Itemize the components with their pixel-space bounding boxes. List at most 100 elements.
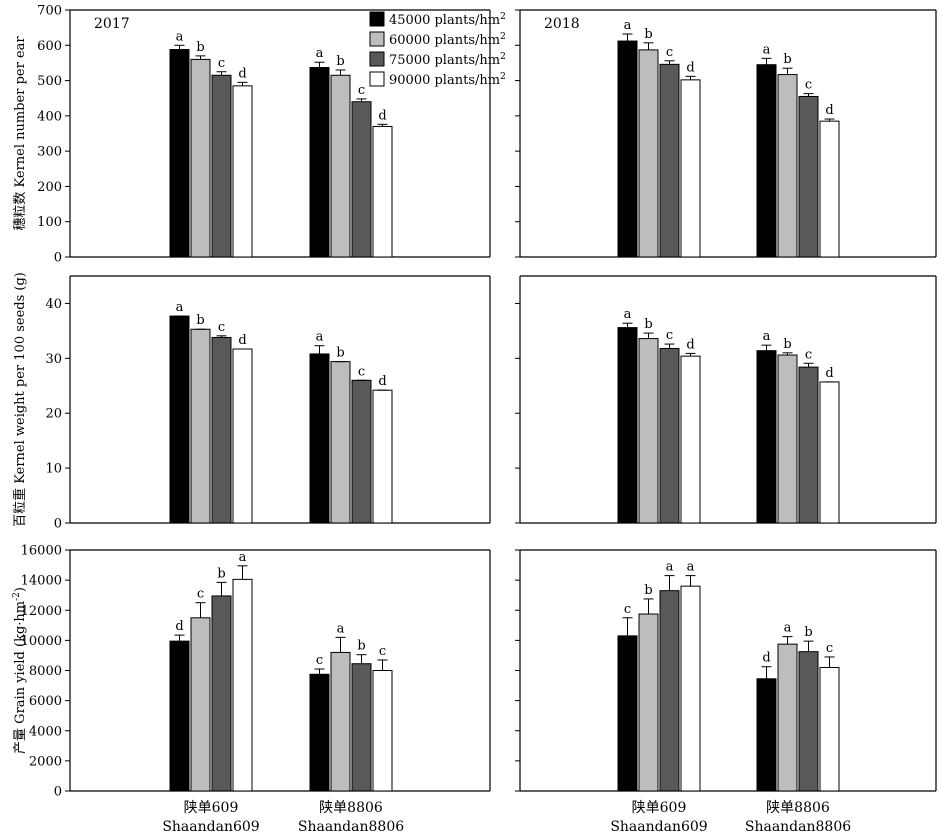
bar xyxy=(680,79,701,258)
significance-letter: a xyxy=(316,330,324,345)
significance-letter: d xyxy=(238,66,246,81)
panel-1-0: 0 10 20 30 40 百粒重 Kernel weight per 100 seeds… xyxy=(12,272,491,532)
legend-label: 45000 plants/hm2 xyxy=(389,12,506,28)
x-category-label-en: Shaandan8806 xyxy=(298,819,404,835)
bar xyxy=(617,327,638,524)
significance-letter: a xyxy=(763,42,771,57)
x-category-label-cn: 陕单8806 xyxy=(766,800,830,816)
significance-letter: a xyxy=(239,550,247,565)
significance-letter: a xyxy=(624,18,632,33)
significance-letter: a xyxy=(176,29,184,44)
y-axis-title: 百粒重 Kernel weight per 100 seeds (g) xyxy=(12,272,28,527)
bar xyxy=(372,389,393,524)
y-tick-label: 500 xyxy=(37,74,62,89)
x-category-label-en: Shaandan609 xyxy=(610,819,707,835)
y-tick-label: 400 xyxy=(37,109,62,124)
significance-letter: c xyxy=(666,45,673,60)
bar xyxy=(659,347,680,524)
significance-letter: b xyxy=(217,566,225,581)
legend-label-sup: 2 xyxy=(500,72,506,82)
bar xyxy=(777,74,798,258)
bar xyxy=(232,348,253,524)
bar xyxy=(638,613,659,792)
bar xyxy=(190,58,211,258)
significance-letter: c xyxy=(379,644,386,659)
significance-letter: c xyxy=(218,56,225,71)
significance-letter: a xyxy=(666,560,674,575)
bar xyxy=(351,379,372,524)
bar xyxy=(351,101,372,258)
y-tick-label: 12000 xyxy=(21,604,62,619)
bar xyxy=(211,595,232,792)
significance-letter: d xyxy=(378,108,386,123)
y-tick-label: 10000 xyxy=(21,634,62,649)
bar xyxy=(777,354,798,524)
significance-letter: c xyxy=(624,602,631,617)
bar xyxy=(330,361,351,524)
x-category-label-en: Shaandan8806 xyxy=(745,819,851,835)
significance-letter: a xyxy=(624,307,632,322)
bar xyxy=(330,651,351,792)
bar xyxy=(659,63,680,258)
x-category-label-cn: 陕单8806 xyxy=(319,800,383,816)
significance-letter: c xyxy=(666,328,673,343)
bar xyxy=(798,651,819,792)
bar xyxy=(756,64,777,258)
legend-swatch xyxy=(369,71,385,87)
significance-letter: b xyxy=(783,52,791,67)
bar xyxy=(309,67,330,258)
significance-letter: b xyxy=(804,625,812,640)
bar xyxy=(232,578,253,792)
significance-letter: d xyxy=(825,366,833,381)
significance-letter: c xyxy=(197,587,204,602)
y-tick-label: 600 xyxy=(37,39,62,54)
panel-2-1: cdbaabac陕单609Shaandan609陕单8806Shaandan88… xyxy=(515,549,937,835)
y-tick-label: 0 xyxy=(54,517,62,532)
y-tick-label: 300 xyxy=(37,145,62,160)
y-tick-label: 20 xyxy=(45,407,62,422)
significance-letter: c xyxy=(805,347,812,362)
bar xyxy=(659,590,680,792)
significance-letter: c xyxy=(316,653,323,668)
bar xyxy=(756,350,777,524)
y-axis-title: 穗粒数 Kernel number per ear xyxy=(13,36,28,231)
bar xyxy=(617,40,638,258)
significance-letter: a xyxy=(316,46,324,61)
legend-label-sup: 2 xyxy=(500,52,506,62)
bar xyxy=(798,366,819,524)
significance-letter: b xyxy=(336,346,344,361)
bar xyxy=(819,381,840,524)
y-tick-label: 100 xyxy=(37,215,62,230)
bar xyxy=(680,585,701,792)
bar xyxy=(169,315,190,524)
significance-letter: a xyxy=(687,560,695,575)
significance-letter: b xyxy=(336,54,344,69)
y-tick-label: 700 xyxy=(37,4,62,19)
significance-letter: a xyxy=(176,300,184,315)
significance-letter: d xyxy=(686,60,694,75)
significance-letter: b xyxy=(644,27,652,42)
y-tick-label: 4000 xyxy=(29,724,62,739)
bar xyxy=(309,353,330,524)
y-axis-title-tail: ) xyxy=(13,587,28,592)
legend-label: 60000 plants/hm2 xyxy=(389,32,506,48)
bar xyxy=(777,643,798,792)
legend: 45000 plants/hm2 60000 plants/hm2 75000 pl… xyxy=(369,11,506,88)
bar xyxy=(211,74,232,258)
bar xyxy=(819,666,840,792)
bar xyxy=(309,673,330,792)
significance-letter: d xyxy=(378,374,386,389)
significance-letter: c xyxy=(358,364,365,379)
significance-letter: d xyxy=(238,333,246,348)
y-axis-title-sup: -2 xyxy=(12,592,22,601)
year-label: 2018 xyxy=(544,16,580,32)
y-tick-label: 16000 xyxy=(21,544,62,559)
y-tick-label: 0 xyxy=(54,251,62,266)
y-tick-label: 40 xyxy=(45,297,62,312)
legend-label-sup: 2 xyxy=(500,32,506,42)
year-label: 2017 xyxy=(94,16,130,32)
significance-letter: b xyxy=(357,639,365,654)
